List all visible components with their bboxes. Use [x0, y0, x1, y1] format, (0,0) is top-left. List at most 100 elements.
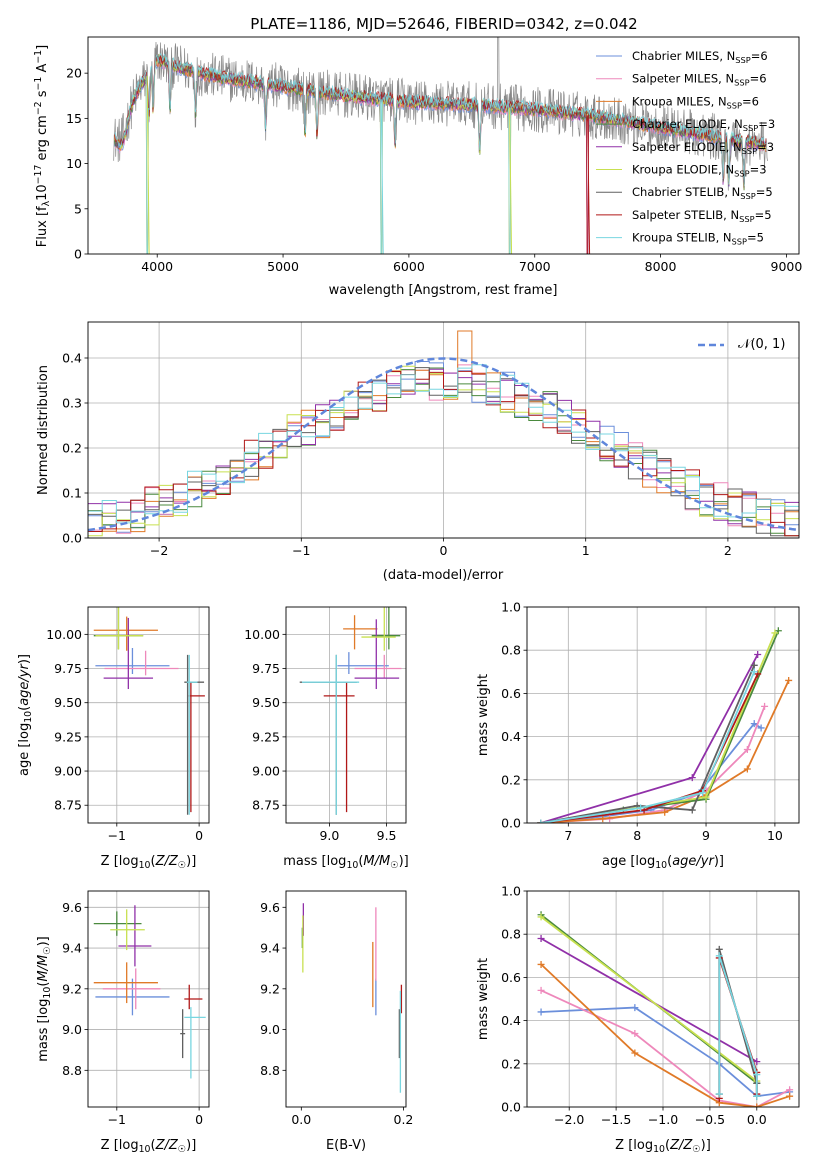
- x-tick-label: 10: [767, 828, 783, 843]
- spectrum-chart: 4000 5000 6000 7000 8000 9000 0 5 10 15 20 waveleng…: [33, 36, 803, 298]
- line-marker: [688, 774, 696, 782]
- x-tick-label: −0.5: [695, 1112, 725, 1127]
- errorbar-point: [93, 911, 142, 936]
- line-marker: [761, 702, 769, 710]
- y-tick-label: 9.50: [54, 695, 82, 710]
- line-series: [718, 955, 758, 1097]
- axes-frame: [87, 321, 800, 539]
- y-tick-label: 20: [66, 66, 82, 81]
- y-tick-label: 0.0: [62, 531, 82, 546]
- axes-decor: −1 0 8.75 9.00 9.25 9.50 9.75 10.00 Z [log10(Z/Z…: [17, 606, 210, 871]
- errorbar-point: [184, 654, 205, 815]
- x-tick-label: 0: [195, 828, 203, 843]
- line-marker: [688, 806, 696, 814]
- x-tick-label: 7: [564, 828, 572, 843]
- y-tick-label: 8.75: [54, 798, 82, 813]
- x-tick-label: −1: [108, 828, 126, 843]
- line-series: [540, 630, 780, 823]
- legend: Chabrier MILES, NSSP=6 Salpeter MILES, NS…: [596, 49, 775, 247]
- line-marker: [631, 1030, 639, 1038]
- errorbar-point: [118, 905, 152, 967]
- axes-frame: [285, 890, 407, 1108]
- errorbar-point: [188, 682, 205, 813]
- x-tick-label: 2: [724, 543, 732, 558]
- line-marker: [785, 676, 793, 684]
- spectrum-dip: [380, 99, 384, 254]
- line-marker: [753, 1058, 761, 1066]
- y-tick-label: 9.0: [62, 1022, 82, 1037]
- x-tick-label: 0.2: [394, 1112, 414, 1127]
- x-tick-label: 0: [195, 1112, 203, 1127]
- legend-label: Chabrier MILES, NSSP=6: [632, 49, 768, 65]
- line-marker: [631, 1049, 639, 1057]
- line-marker: [743, 746, 751, 754]
- plot-area: [93, 607, 205, 815]
- line-marker: [702, 793, 710, 801]
- legend-label: Chabrier ELODIE, NSSP=3: [632, 117, 775, 133]
- plot-area: [93, 905, 206, 1079]
- y-axis-label: age [log10(age/yr)]: [17, 654, 34, 776]
- y-tick-label: 8.8: [260, 1063, 280, 1078]
- x-tick-label: 7000: [519, 259, 551, 274]
- line-marker: [537, 819, 545, 823]
- x-tick-label: 0.0: [747, 1112, 767, 1127]
- y-tick-label: 0.2: [501, 1056, 521, 1071]
- y-tick-label: 9.25: [54, 729, 82, 744]
- y-axis-label: mass weight: [476, 958, 491, 1040]
- axes-decor: 0.0 0.2 8.8 9.0 9.2 9.4 9.6 E(B-V): [260, 890, 414, 1153]
- line-marker: [699, 789, 707, 797]
- line-series: [540, 673, 759, 823]
- line-series: [540, 989, 791, 1107]
- plot-area: [299, 607, 402, 815]
- line-marker: [750, 720, 758, 728]
- legend-label: 𝒩(0, 1): [738, 337, 785, 352]
- x-tick-label: 8000: [645, 259, 677, 274]
- mass-vs-reddening-chart: 0.0 0.2 8.8 9.0 9.2 9.4 9.6 E(B-V): [260, 890, 414, 1153]
- line-marker: [753, 1071, 761, 1079]
- x-tick-label: 9000: [771, 259, 803, 274]
- plot-area: [113, 37, 768, 254]
- y-tick-label: 0.4: [62, 351, 82, 366]
- y-tick-label: 0.2: [501, 772, 521, 787]
- y-tick-label: 0.4: [501, 1013, 521, 1028]
- line-marker: [537, 935, 545, 943]
- normal-reference-curve: [88, 357, 799, 532]
- x-axis-label: wavelength [Angstrom, rest frame]: [329, 283, 558, 298]
- line-series: [540, 680, 790, 823]
- x-tick-label: −2: [150, 543, 168, 558]
- errorbar-point: [93, 962, 158, 1004]
- errorbar-point: [343, 615, 378, 650]
- errorbar-point: [110, 909, 145, 951]
- axes-decor: 9.0 9.5 8.75 9.00 9.25 9.50 9.75 10.00 mass [log…: [244, 606, 409, 871]
- errorbar-point: [95, 607, 144, 650]
- x-tick-label: 4000: [141, 259, 173, 274]
- errorbar-point: [299, 654, 357, 815]
- y-tick-label: 0.8: [501, 643, 521, 658]
- x-tick-label: 6000: [393, 259, 425, 274]
- line-marker: [631, 1004, 639, 1012]
- x-tick-label: 5000: [267, 259, 299, 274]
- y-tick-label: 9.6: [62, 900, 82, 915]
- axes-decor: 7 8 9 10 0.0 0.2 0.4 0.6 0.8 1.0 age [log10(age/yr…: [476, 600, 800, 871]
- axes-frame: [526, 890, 800, 1108]
- errorbar-point: [302, 654, 360, 815]
- line-marker: [715, 1090, 723, 1098]
- line-marker: [599, 815, 607, 823]
- residual-histogram: −2 −1 0 1 2 0.0 0.1 0.2 0.3 0.4 (data-model)/error…: [36, 321, 800, 583]
- spectrum-model-line: [114, 52, 767, 254]
- y-tick-label: 0: [74, 247, 82, 262]
- line-marker: [750, 668, 758, 676]
- legend-label: Salpeter ELODIE, NSSP=3: [632, 140, 774, 156]
- y-tick-label: 10.00: [46, 627, 82, 642]
- y-tick-label: 8.75: [252, 798, 280, 813]
- errorbar-point: [184, 984, 203, 1010]
- x-tick-label: 8: [633, 828, 641, 843]
- line-marker: [771, 629, 779, 637]
- y-tick-label: 5: [74, 201, 82, 216]
- x-axis-label: age [log10(age/yr)]: [602, 854, 724, 871]
- line-marker: [750, 661, 758, 669]
- y-tick-label: 0.2: [62, 441, 82, 456]
- y-tick-label: 0.8: [501, 927, 521, 942]
- errorbar-point: [323, 682, 355, 813]
